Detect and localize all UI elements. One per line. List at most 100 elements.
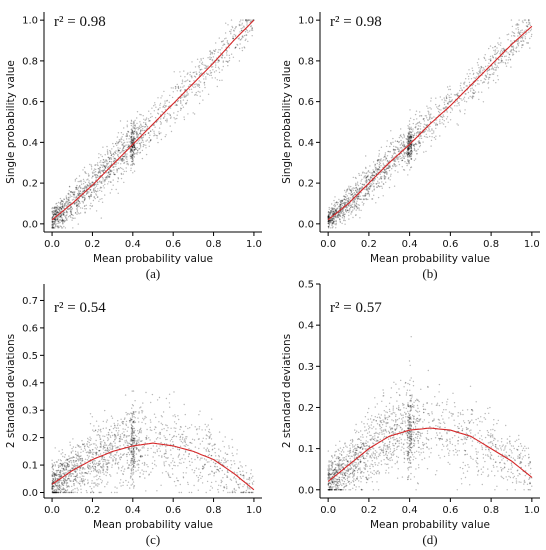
panel-c-scatter-point [187,427,189,430]
panel-a-scatter-point [83,199,86,201]
panel-c-scatter-point [158,447,160,450]
panel-a-scatter-point [123,181,125,184]
panel-c-scatter-point [57,487,59,489]
panel-c-scatter-point [79,476,81,478]
panel-a-scatter-point [165,134,167,136]
panel-a-scatter-point [193,80,195,82]
panel-b-scatter-point [480,65,482,68]
panel-b-scatter-point [373,189,375,191]
panel-a-scatter-point [190,75,192,77]
panel-a-scatter-point [136,111,139,113]
panel-b-scatter-point [354,176,357,179]
panel-a-scatter-point [130,132,133,134]
panel-c-scatter-point [163,463,165,465]
panel-b-scatter-point [429,116,431,119]
panel-b-scatter-point [403,136,406,138]
panel-c-scatter-point [133,427,135,430]
panel-a-x-tick-label: 0.8 [206,239,222,250]
panel-b-scatter-point [418,141,420,143]
panel-c-scatter-point [89,462,92,465]
panel-a-scatter-point [53,211,55,214]
panel-b-scatter-point [450,96,452,99]
panel-c-scatter-point [128,413,130,415]
panel-c-scatter-point [101,441,103,443]
panel-b-scatter-point [518,42,520,44]
panel-c-scatter-point [178,453,181,455]
panel-b-scatter-point [328,219,331,222]
panel-a-scatter-point [236,44,239,46]
panel-a-scatter-point [130,120,133,122]
panel-b-scatter-point [338,212,340,214]
panel-b-scatter-point [443,103,446,106]
panel-a-scatter-point [143,118,145,121]
panel-a-scatter-point [127,145,130,148]
panel-a-scatter-point [86,192,89,194]
panel-a-scatter-point [133,145,136,147]
panel-b-scatter-point [333,212,336,214]
panel-c-scatter-point [212,461,215,463]
panel-b-scatter-point [393,148,395,151]
panel-c-scatter-point [114,491,116,494]
panel-b-scatter-point [379,166,381,168]
panel-c-scatter-point [190,424,193,426]
panel-a-scatter-point [134,125,136,127]
panel-a-scatter-point [119,152,121,154]
panel-a-scatter-point [87,173,90,175]
panel-c-scatter-point [109,443,112,445]
panel-a-scatter-point [153,130,155,132]
panel-b-scatter-point [348,203,351,205]
panel-b-scatter-point [433,130,435,132]
panel-b-scatter-point [495,82,497,84]
panel-a-scatter-point [54,209,57,211]
panel-a-scatter-point [76,210,79,212]
panel-a-scatter-point [215,62,217,64]
panel-a-scatter-point [120,159,122,161]
panel-b-scatter-point [352,193,354,195]
panel-b-scatter-point [342,214,344,216]
panel-b-scatter-point [381,160,383,162]
panel-a-scatter-point [103,181,105,183]
panel-c-scatter-point [80,491,82,494]
panel-b-scatter-point [396,140,399,143]
panel-c-scatter-point [134,421,137,423]
panel-a-scatter-point [76,196,78,198]
panel-b-scatter-point [449,119,452,121]
panel-a-scatter-point [71,199,74,201]
panel-a-scatter-point [71,217,74,219]
panel-c-scatter-point [165,451,167,453]
panel-b-scatter-point [450,93,452,95]
panel-b-scatter-point [426,136,429,138]
panel-b-scatter-point [350,211,353,213]
panel-a-scatter-point [76,201,78,204]
panel-b-scatter-point [527,42,529,44]
panel-c-scatter-point [165,449,167,451]
panel-a-scatter-point [172,91,174,93]
panel-c-scatter-point [152,456,154,458]
panel-b-scatter-point [492,68,494,70]
panel-a-scatter-point [199,81,202,83]
panel-b-scatter-point [441,122,443,124]
panel-a-scatter-point [139,144,142,147]
panel-b-scatter-point [381,171,383,173]
panel-a-scatter-point [144,119,146,122]
panel-a-scatter-point [176,104,178,106]
panel-b-scatter-point [352,201,354,204]
panel-b-scatter-point [328,224,331,226]
panel-c-scatter-point [166,429,168,432]
panel-a-scatter-point [135,132,138,134]
panel-c-scatter-point [87,437,89,440]
panel-a-scatter-point [170,130,173,133]
panel-c-scatter-point [107,450,110,453]
panel-a-scatter-point [77,212,79,214]
panel-a-scatter-point [222,65,224,68]
panel-b-scatter-point [339,215,342,218]
panel-b-scatter-point [330,211,332,214]
panel-a-scatter-point [186,99,189,102]
panel-a-scatter-point [142,136,144,139]
panel-a-scatter-point [121,160,123,162]
panel-a-scatter-point [62,219,64,222]
panel-a-scatter-point [54,219,56,221]
panel-c-scatter-point [194,446,197,448]
panel-b-scatter-point [348,214,350,217]
panel-b-scatter-point [410,136,412,138]
